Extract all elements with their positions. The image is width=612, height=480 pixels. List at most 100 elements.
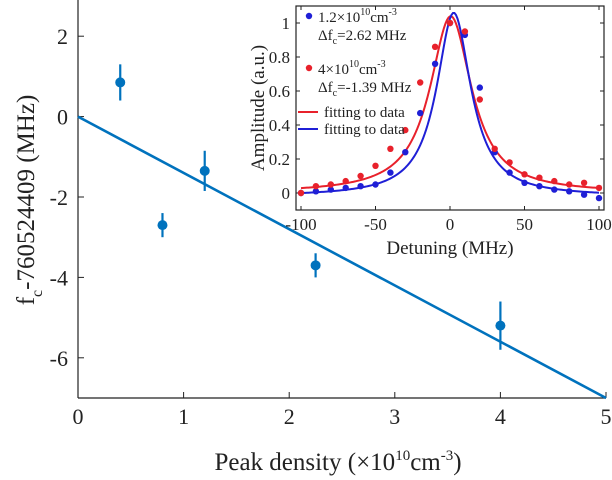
fit-line — [77, 115, 607, 400]
legend-label-0-line1: 1.2×1010cm-3 — [318, 7, 397, 26]
inset-data-point-1 — [431, 43, 439, 50]
legend-label-3: fitting to data — [324, 122, 405, 138]
y-axis-label: fc-760524409 (MHz) — [13, 95, 46, 306]
data-point — [115, 77, 126, 88]
inset-y-tick-label: 0.4 — [269, 116, 291, 135]
inset-data-point-0 — [580, 191, 588, 198]
inset-x-tick-label: 50 — [516, 215, 533, 234]
inset-data-point-1 — [491, 145, 498, 152]
inset-data-point-0 — [521, 179, 528, 186]
inset-data-point-0 — [536, 183, 543, 190]
inset-data-point-0 — [342, 184, 349, 192]
inset-data-point-1 — [566, 181, 573, 188]
y-tick-label: -4 — [50, 265, 68, 290]
inset-data-point-1 — [476, 96, 483, 103]
inset-data-point-1 — [536, 174, 543, 181]
legend-label-2: fitting to data — [324, 105, 405, 121]
legend-text: Δf — [318, 80, 333, 96]
x-tick-label: 0 — [73, 404, 84, 429]
inset-data-point-0 — [595, 194, 603, 202]
inset-frame — [295, 5, 605, 211]
inset-fit-curve-1 — [300, 12, 600, 195]
inset-x-axis-label: Detuning (MHz) — [386, 238, 513, 259]
inset-data-point-0 — [431, 60, 439, 67]
legend-text: 1.2×10 — [318, 10, 360, 26]
inset-data-point-1 — [595, 184, 603, 192]
legend-unit: cm — [370, 10, 389, 26]
x-tick-label: 5 — [601, 404, 612, 429]
inset-data-point-0 — [402, 149, 409, 156]
inset-y-tick-label: 1 — [282, 14, 291, 33]
inset-data-point-1 — [461, 28, 469, 35]
inset-data-point-1 — [417, 79, 424, 86]
inset-data-point-1 — [446, 19, 454, 27]
inset-data-point-0 — [417, 109, 424, 117]
data-point — [495, 320, 506, 331]
legend-text: =2.62 MHz — [337, 28, 407, 44]
x-label-sup: 10 — [395, 448, 410, 464]
inset-y-tick-label: 0.2 — [269, 150, 290, 169]
y-tick-label: -2 — [50, 185, 68, 210]
data-point — [157, 220, 168, 231]
inset-data-point-1 — [372, 162, 379, 169]
y-tick-label: 0 — [57, 105, 68, 130]
x-tick-label: 2 — [284, 404, 295, 429]
x-label-close: ) — [453, 449, 461, 476]
legend-unit: cm — [359, 62, 378, 78]
legend-text: Δf — [318, 28, 333, 44]
data-point — [310, 260, 321, 271]
y-label-f: f — [13, 296, 40, 305]
inset-data-point-0 — [372, 181, 379, 188]
x-label-unit-sup: -3 — [441, 448, 454, 464]
x-tick-label: 3 — [389, 404, 400, 429]
y-tick-label: -6 — [50, 346, 68, 371]
y-label-rest: -760524409 (MHz) — [13, 95, 40, 290]
legend-label-1-line1: 4×1010cm-3 — [318, 59, 386, 78]
inset-x-tick-label: -50 — [364, 215, 387, 234]
inset-y-tick-label: 0.8 — [269, 48, 290, 67]
inset-y-tick-label: 0 — [282, 184, 291, 203]
inset-data-point-1 — [506, 159, 513, 166]
x-tick-label: 4 — [495, 404, 506, 429]
inset-data-point-1 — [297, 189, 305, 197]
legend-sub: c — [333, 36, 338, 47]
inset-data-point-0 — [476, 84, 483, 91]
legend-text: 4×10 — [318, 62, 349, 78]
x-tick-label: 1 — [178, 404, 189, 429]
inset-data-point-0 — [506, 169, 513, 176]
legend-marker-0 — [305, 12, 313, 20]
legend-sup: -3 — [389, 7, 397, 18]
inset-data-point-0 — [312, 188, 320, 195]
legend-label-0-line2: Δfc=2.62 MHz — [318, 28, 407, 47]
legend-sub: c — [333, 88, 338, 99]
legend-sup: -3 — [377, 59, 385, 70]
inset-data-point-1 — [312, 183, 320, 190]
data-point — [199, 165, 210, 176]
inset-data-point-1 — [357, 172, 364, 180]
inset-plot: -100 -50 0 50 100 0 0.2 0.4 0.6 0.8 1 Detuning (MHz… — [248, 5, 612, 259]
legend-text: =-1.39 MHz — [337, 80, 412, 96]
inset-data-point-0 — [551, 186, 558, 193]
y-tick-label: 2 — [57, 24, 68, 49]
legend-marker-1 — [305, 64, 313, 72]
legend-sup: 10 — [349, 59, 359, 70]
inset-data-point-1 — [580, 179, 588, 186]
y-label-sub: c — [29, 290, 46, 297]
inset-data-point-0 — [327, 186, 334, 193]
inset-y-tick-label: 0.6 — [269, 82, 290, 101]
inset-x-tick-label: -100 — [285, 215, 316, 234]
x-label-unit: cm — [410, 449, 441, 476]
x-label-text: Peak density (×10 — [214, 449, 395, 476]
inset-data-point-0 — [387, 169, 394, 176]
legend-label-1-line2: Δfc=-1.39 MHz — [318, 80, 412, 99]
inset-data-point-1 — [402, 126, 409, 134]
inset-data-point-1 — [342, 177, 349, 185]
inset-data-point-0 — [566, 188, 573, 195]
legend-sup: 10 — [360, 7, 370, 18]
inset-data-point-1 — [327, 181, 334, 188]
inset-data-point-1 — [387, 145, 394, 152]
x-axis-label: Peak density (×1010cm-3) — [214, 448, 461, 476]
inset-data-point-0 — [357, 183, 364, 190]
